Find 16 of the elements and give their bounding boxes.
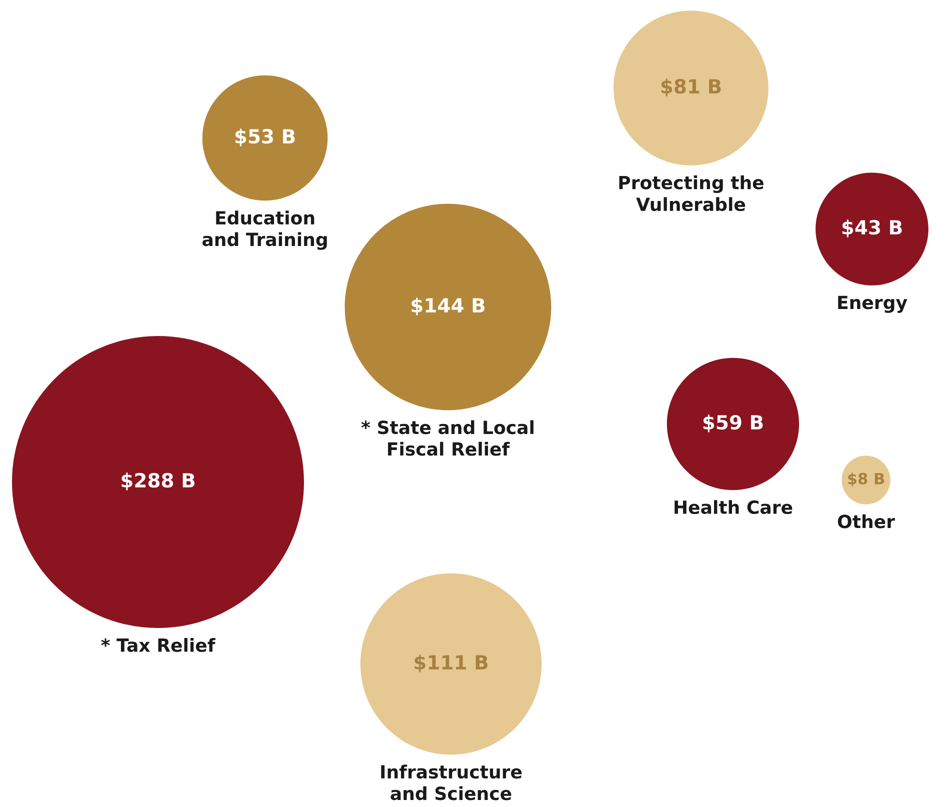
category-label: Protecting the Vulnerable [619,175,764,212]
data-label: $43 B [842,220,902,238]
category-label: Health Care [674,500,792,514]
data-label: $111 B [414,654,488,672]
data-label: $144 B [412,298,484,316]
category-label: * Tax Relief [101,638,216,652]
data-label: $288 B [122,472,194,490]
data-label: $8 B [848,472,884,486]
data-label: $53 B [235,128,295,146]
data-label: $59 B [703,414,763,432]
data-label: $81 B [661,78,721,96]
category-label: Other [838,514,895,528]
category-label: Infrastructure and Science [381,764,522,800]
category-label: * State and Local Fiscal Relief [361,420,534,456]
category-label: Energy [838,296,908,313]
category-label: Education and Training [202,210,327,250]
